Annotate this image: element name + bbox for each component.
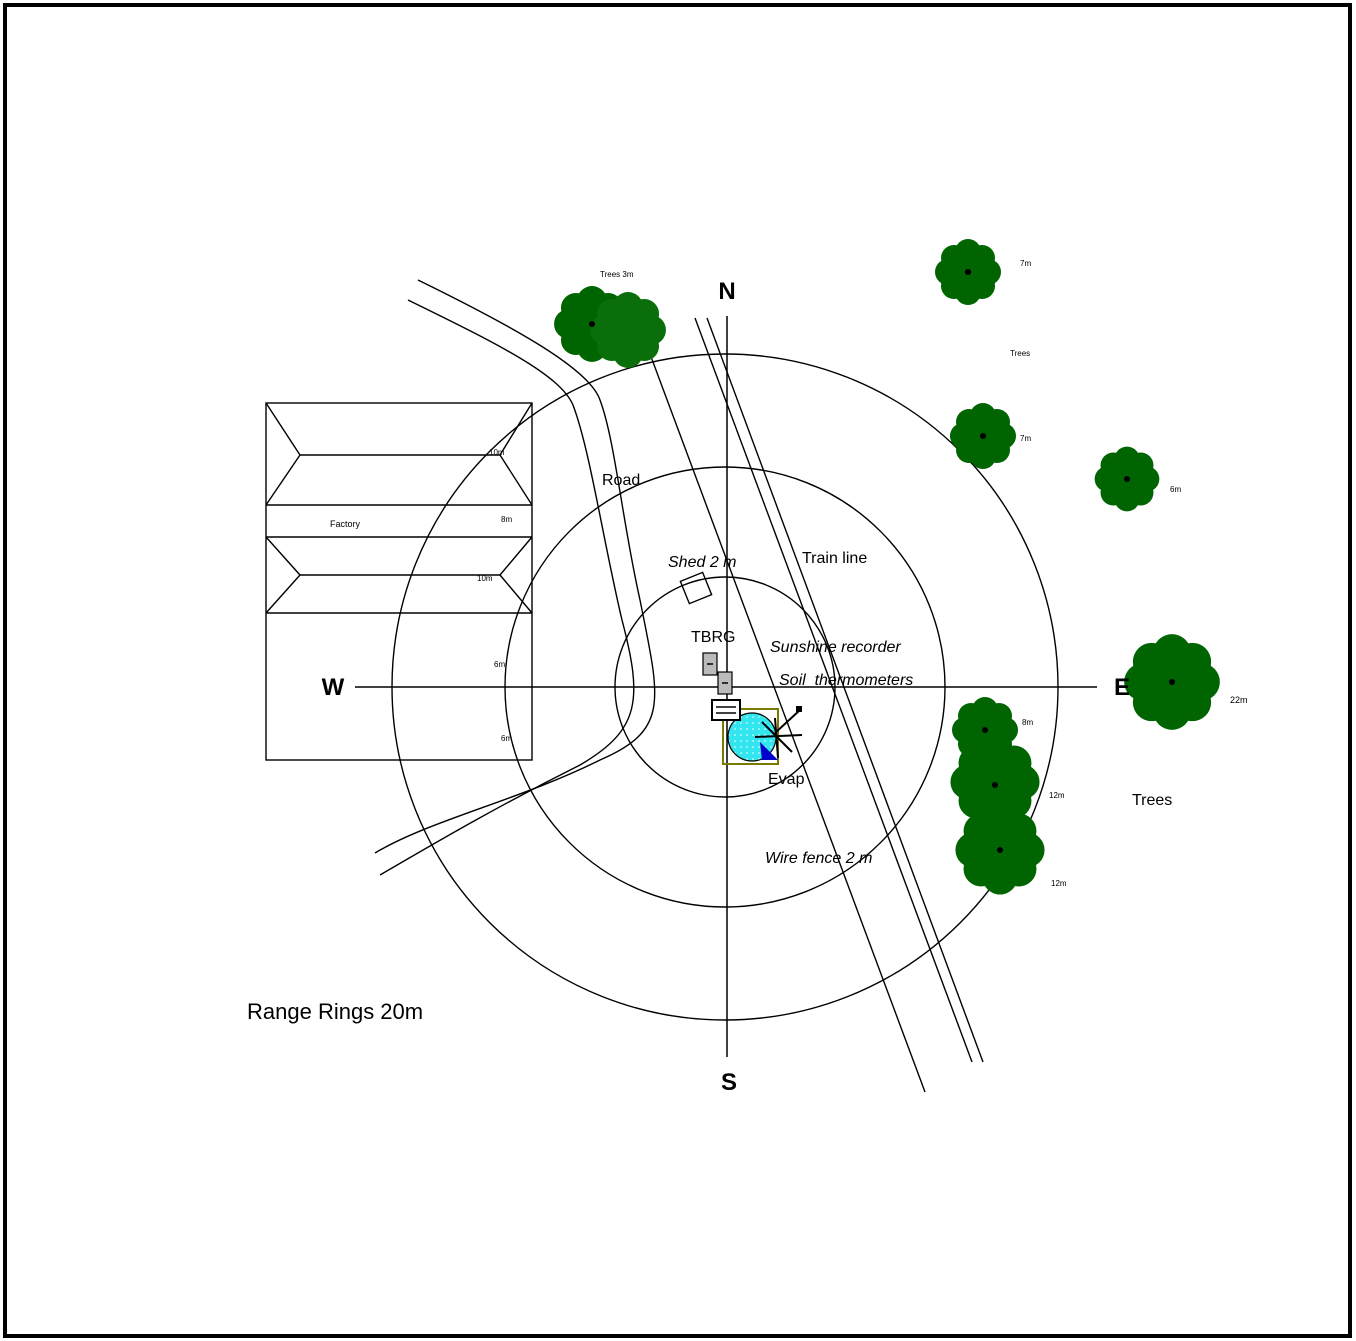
range-rings-caption: Range Rings 20m xyxy=(247,999,423,1024)
tree-label-top-left: Trees 3m xyxy=(600,270,634,279)
tree-top-right-b xyxy=(950,403,1016,469)
west-label: W xyxy=(322,674,345,701)
wire-fence xyxy=(649,353,926,1093)
train-line-label: Train line xyxy=(802,550,867,567)
evap-label: Evap xyxy=(768,771,805,788)
road xyxy=(374,279,656,876)
factory-height-1: 10m xyxy=(489,448,505,457)
tree-se-group xyxy=(950,697,1045,895)
tree-right-mid xyxy=(1094,446,1160,512)
tree-top-right-a xyxy=(935,239,1001,305)
evap-pan xyxy=(711,699,779,765)
tree-label-se-b: 12m xyxy=(1049,791,1065,800)
tree-label-top-right-a: 7m xyxy=(1020,259,1031,268)
factory-building xyxy=(265,402,533,761)
south-label: S xyxy=(721,1069,737,1096)
tree-label-se-c: 12m xyxy=(1051,879,1067,888)
tree-top-left xyxy=(554,286,666,368)
factory-height-3: 10m xyxy=(477,574,493,583)
shed-label: Shed 2 m xyxy=(668,554,736,571)
soil-thermometers-label: Soil_thermometers xyxy=(779,672,913,689)
tree-label-top-right-b: 7m xyxy=(1020,434,1031,443)
factory-height-5: 6m xyxy=(501,734,512,743)
tree-label-east: 22m xyxy=(1230,695,1248,705)
diagram-border xyxy=(3,3,1352,1338)
trees-label: Trees xyxy=(1132,792,1172,809)
east-label: E xyxy=(1114,674,1130,701)
tbrg-label: TBRG xyxy=(691,629,735,646)
factory-height-2: 8m xyxy=(501,515,512,524)
factory-height-4: 6m xyxy=(494,660,505,669)
tree-label-se-a: 8m xyxy=(1022,718,1033,727)
sunshine-recorder-icon xyxy=(754,706,803,759)
wire-fence-label: Wire fence 2 m xyxy=(765,850,872,867)
train-line xyxy=(694,317,984,1063)
trees xyxy=(554,239,1220,895)
tree-east xyxy=(1124,634,1220,730)
tbrg-instrument xyxy=(702,652,733,695)
road-label: Road xyxy=(602,472,640,489)
north-label: N xyxy=(718,278,735,305)
tree-label-right-mid: 6m xyxy=(1170,485,1181,494)
sunshine-recorder-label: Sunshine recorder xyxy=(770,639,901,656)
shed xyxy=(679,571,713,605)
tree-label-top-right-group: Trees xyxy=(1010,349,1030,358)
factory-label: Factory xyxy=(330,519,361,529)
